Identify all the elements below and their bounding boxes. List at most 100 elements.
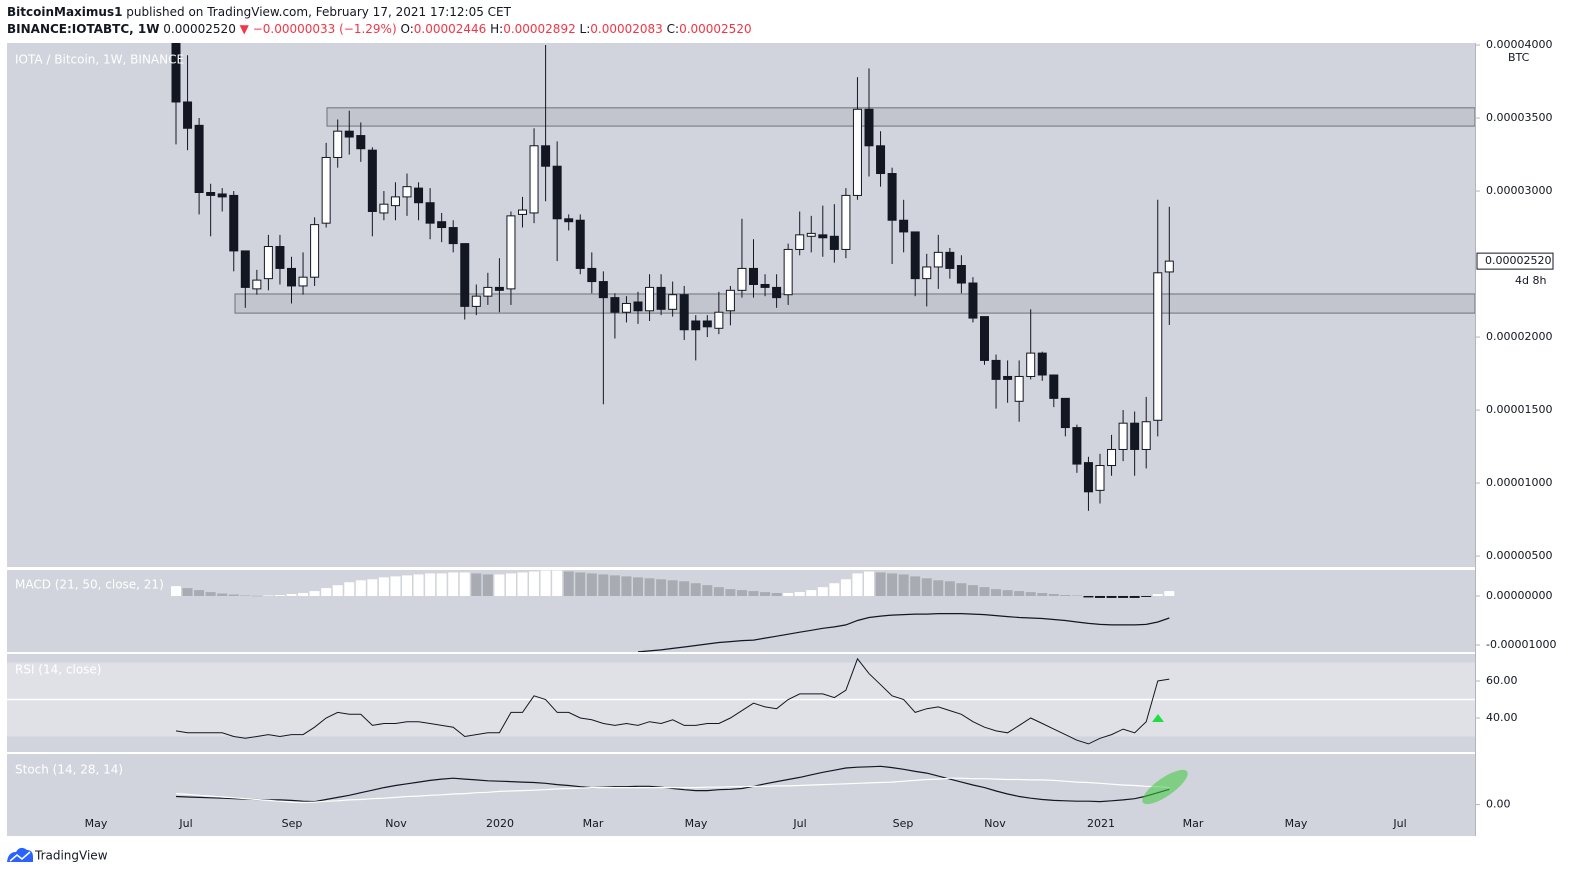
candle-body — [691, 320, 701, 331]
histogram-bar — [1083, 595, 1094, 598]
candle-body — [367, 149, 377, 212]
histogram-bar — [552, 570, 563, 596]
candle-body — [656, 286, 666, 310]
panel-plot — [171, 43, 1475, 511]
histogram-bar — [979, 587, 990, 596]
histogram-bar — [1141, 595, 1152, 597]
candle-body — [390, 196, 400, 207]
candle-body — [471, 295, 481, 307]
histogram-bar — [898, 574, 909, 596]
header-line-2: BINANCE:IOTABTC, 1W 0.00002520 ▼ −0.0000… — [7, 22, 752, 36]
h-label: H: — [490, 22, 503, 36]
candle-body — [841, 194, 851, 250]
histogram-bar — [864, 571, 874, 596]
candle-body — [541, 145, 551, 167]
histogram-bar — [967, 585, 978, 596]
histogram-bar — [1025, 592, 1036, 596]
price-zone — [234, 293, 1475, 314]
histogram-bar — [621, 576, 632, 596]
histogram-bar — [760, 592, 771, 596]
candle-body — [1095, 465, 1105, 491]
candle-body — [414, 187, 424, 204]
open-value: 0.00002446 — [414, 22, 487, 36]
histogram-bar — [1164, 591, 1175, 596]
candle-body — [887, 173, 897, 221]
highlight-ellipse — [1142, 769, 1188, 805]
candle-body — [298, 276, 308, 287]
change: ▼ −0.00000033 (−1.29%) — [240, 22, 397, 36]
candle-body — [922, 266, 932, 280]
candle-body — [194, 124, 204, 194]
histogram-bar — [887, 573, 898, 596]
y-tick-label: 60.00 — [1486, 674, 1518, 687]
indicator-line — [175, 777, 1170, 804]
x-tick-label: Nov — [385, 817, 407, 830]
candle-body — [772, 286, 782, 299]
histogram-bar — [667, 580, 678, 596]
histogram-bar — [702, 585, 713, 596]
histogram-bar — [1002, 590, 1013, 596]
histogram-bar — [251, 595, 262, 597]
histogram-bar — [713, 587, 724, 596]
candle-body — [818, 234, 828, 239]
y-tick-label: 0.00001500 — [1486, 403, 1552, 416]
y-tick-label: 0.00000500 — [1486, 549, 1552, 562]
histogram-bar — [748, 591, 759, 596]
histogram-bar — [1118, 595, 1129, 598]
candle-body — [864, 108, 874, 147]
candle-body — [379, 203, 389, 214]
price-zone — [326, 107, 1475, 127]
panel-plot — [171, 570, 1175, 652]
histogram-bar — [494, 574, 505, 596]
histogram-bar — [690, 583, 701, 596]
tradingview-logo: TradingView — [7, 847, 108, 863]
histogram-bar — [806, 590, 817, 596]
x-tick-label: Jul — [178, 817, 192, 830]
histogram-bar — [783, 593, 794, 596]
x-tick-label: May — [1285, 817, 1308, 830]
candle-body — [1118, 422, 1128, 450]
candle-body — [610, 297, 620, 313]
histogram-bar — [956, 583, 967, 596]
x-tick-label: Mar — [583, 817, 604, 830]
candle-body — [621, 302, 631, 313]
candle-body — [968, 282, 978, 319]
histogram-bar — [240, 595, 251, 596]
macd-line — [637, 613, 1170, 652]
candle-body — [183, 101, 193, 129]
candle-body — [598, 281, 608, 299]
x-tick-label: Sep — [282, 817, 303, 830]
candle-body — [749, 267, 758, 285]
histogram-bar — [471, 573, 482, 596]
candle-body — [980, 316, 989, 361]
histogram-bar — [817, 587, 828, 596]
histogram-bar — [540, 570, 551, 596]
candle-body — [1083, 462, 1093, 493]
panel-title: Stoch (14, 28, 14) — [15, 763, 123, 777]
candle-body — [806, 232, 816, 237]
histogram-bar — [609, 575, 620, 596]
candle-body — [356, 135, 366, 150]
histogram-bar — [286, 594, 297, 596]
x-tick-label: 2020 — [486, 817, 514, 830]
last-price-label: 0.00002520 — [1485, 254, 1551, 267]
histogram-bar — [448, 572, 459, 596]
close-value: 0.00002520 — [679, 22, 752, 36]
histogram-bar — [644, 578, 655, 596]
histogram-bar — [309, 591, 320, 596]
candle-body — [1060, 397, 1070, 429]
x-tick-label: May — [85, 817, 108, 830]
histogram-bar — [1014, 591, 1025, 596]
signal-triangle — [1152, 714, 1164, 722]
histogram-bar — [205, 592, 216, 596]
histogram-bar — [529, 571, 540, 596]
candle-body — [714, 311, 724, 329]
brand: TradingView — [34, 849, 108, 863]
histogram-bar — [921, 578, 932, 596]
header-line-1: BitcoinMaximus1 published on TradingView… — [7, 5, 512, 19]
price-unit: BTC — [1508, 51, 1530, 64]
candle-body — [1003, 375, 1013, 380]
c-label: C: — [667, 22, 679, 36]
histogram-bar — [1152, 594, 1163, 596]
